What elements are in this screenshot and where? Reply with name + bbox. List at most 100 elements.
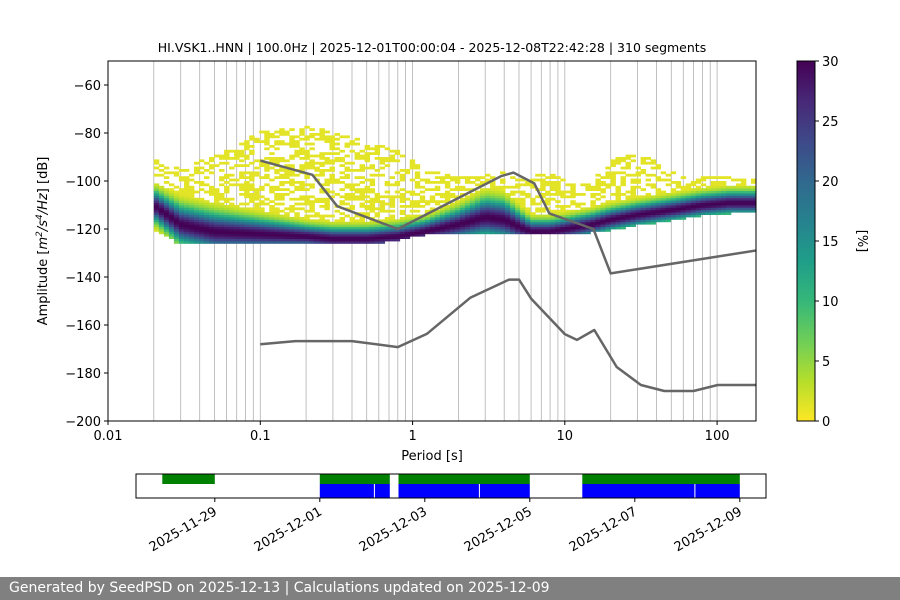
heatmap-cell xyxy=(354,188,360,191)
heatmap-cell xyxy=(354,231,360,235)
heatmap-cell xyxy=(490,224,496,227)
heatmap-cell xyxy=(163,207,170,211)
heatmap-cell xyxy=(490,183,496,187)
heatmap-cell xyxy=(720,195,727,199)
heatmap-cell xyxy=(535,173,541,177)
heatmap-cell xyxy=(439,214,446,218)
heatmap-cell xyxy=(234,212,240,215)
heatmap-cell xyxy=(239,236,245,239)
heatmap-cell xyxy=(188,200,195,203)
heatmap-cell xyxy=(715,190,722,194)
heatmap-cell xyxy=(449,209,456,213)
heatmap-cell xyxy=(153,188,160,191)
heatmap-cell xyxy=(700,202,707,206)
heatmap-cell xyxy=(259,229,265,232)
heatmap-cell xyxy=(530,219,536,223)
heatmap-cell xyxy=(359,190,365,194)
heatmap-cell xyxy=(163,205,170,208)
heatmap-cell xyxy=(168,193,175,196)
heatmap-cell xyxy=(590,209,596,213)
heatmap-cell xyxy=(414,185,421,189)
heatmap-cell xyxy=(254,217,260,220)
heatmap-cell xyxy=(168,212,175,215)
heatmap-cell xyxy=(204,233,210,237)
heatmap-cell xyxy=(354,214,360,218)
heatmap-cell xyxy=(374,224,381,227)
heatmap-cell xyxy=(334,142,340,146)
heatmap-cell xyxy=(244,164,250,167)
heatmap-cell xyxy=(625,164,631,167)
heatmap-cell xyxy=(259,221,265,225)
heatmap-cell xyxy=(289,229,295,232)
heatmap-cell xyxy=(244,195,250,199)
heatmap-cell xyxy=(745,205,752,208)
heatmap-cell xyxy=(234,154,240,158)
heatmap-cell xyxy=(269,190,275,194)
heatmap-cell xyxy=(459,197,466,201)
heatmap-cell xyxy=(314,133,320,136)
heatmap-cell xyxy=(485,229,491,232)
heatmap-cell xyxy=(339,233,345,237)
heatmap-cell xyxy=(178,231,185,235)
heatmap-cell xyxy=(630,209,636,213)
heatmap-cell xyxy=(379,229,386,232)
heatmap-cell xyxy=(279,169,285,172)
x-tick-label: 100 xyxy=(705,429,730,444)
heatmap-cell xyxy=(424,214,431,218)
heatmap-cell xyxy=(449,202,456,206)
heatmap-cell xyxy=(660,197,667,201)
heatmap-cell xyxy=(665,178,672,182)
heatmap-cell xyxy=(204,224,210,227)
heatmap-cell xyxy=(735,190,742,194)
heatmap-cell xyxy=(640,157,647,160)
heatmap-cell xyxy=(469,193,476,196)
heatmap-cell xyxy=(229,149,235,153)
heatmap-cell xyxy=(530,231,536,235)
heatmap-cell xyxy=(188,190,195,194)
heatmap-cell xyxy=(234,205,240,208)
heatmap-cell xyxy=(655,197,662,201)
heatmap-cell xyxy=(214,217,220,220)
heatmap-cell xyxy=(500,212,506,215)
heatmap-cell xyxy=(605,176,611,179)
heatmap-cell xyxy=(269,145,275,148)
heatmap-cell xyxy=(219,229,225,232)
heatmap-cell xyxy=(505,214,511,218)
heatmap-cell xyxy=(655,178,662,182)
heatmap-cell xyxy=(239,152,245,155)
heatmap-cell xyxy=(204,238,210,242)
heatmap-cell xyxy=(324,183,330,187)
heatmap-cell xyxy=(163,171,170,175)
heatmap-cell xyxy=(214,207,220,211)
heatmap-cell xyxy=(269,221,275,225)
coverage-timeline: 2025-11-29 2025-12-01 2025-12-03 2025-12-05… xyxy=(135,473,767,555)
heatmap-cell xyxy=(178,207,185,211)
heatmap-cell xyxy=(580,212,586,215)
heatmap-cell xyxy=(655,164,662,167)
heatmap-cell xyxy=(419,233,426,237)
heatmap-cell xyxy=(454,178,461,182)
heatmap-cell xyxy=(384,181,391,184)
heatmap-cell xyxy=(480,224,486,227)
heatmap-cell xyxy=(334,133,340,136)
heatmap-cell xyxy=(570,209,576,213)
heatmap-cell xyxy=(304,214,310,218)
heatmap-cell xyxy=(309,229,315,232)
heatmap-cell xyxy=(193,190,200,194)
heatmap-cell xyxy=(424,226,431,230)
heatmap-cell xyxy=(740,195,747,199)
plot-frame xyxy=(107,60,757,422)
heatmap-cell xyxy=(304,173,310,177)
heatmap-cell xyxy=(464,181,471,184)
heatmap-cell xyxy=(239,176,245,179)
heatmap-cell xyxy=(219,178,225,182)
heatmap-cell xyxy=(178,209,185,213)
heatmap-cell xyxy=(745,193,752,196)
heatmap-cell xyxy=(580,229,586,232)
heatmap-cell xyxy=(284,133,290,136)
heatmap-cell xyxy=(670,188,677,191)
heatmap-cell xyxy=(264,140,270,143)
heatmap-cell xyxy=(254,238,260,242)
heatmap-cell xyxy=(485,219,491,223)
heatmap-cell xyxy=(389,221,396,225)
